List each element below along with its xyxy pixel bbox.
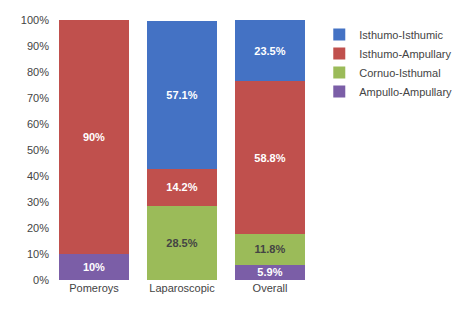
svg-text:10%: 10% [83, 261, 105, 273]
svg-text:Pomeroys: Pomeroys [69, 282, 119, 294]
svg-text:70%: 70% [27, 92, 49, 104]
svg-text:Isthumo-Ampullary: Isthumo-Ampullary [359, 48, 451, 60]
svg-text:57.1%: 57.1% [166, 89, 197, 101]
svg-text:5.9%: 5.9% [257, 266, 282, 278]
svg-text:Isthumo-Isthumic: Isthumo-Isthumic [359, 29, 443, 41]
svg-text:10%: 10% [27, 248, 49, 260]
svg-text:Cornuo-Isthumal: Cornuo-Isthumal [359, 67, 440, 79]
svg-text:80%: 80% [27, 66, 49, 78]
svg-text:58.8%: 58.8% [254, 152, 285, 164]
svg-text:20%: 20% [27, 222, 49, 234]
svg-text:50%: 50% [27, 144, 49, 156]
svg-text:28.5%: 28.5% [166, 237, 197, 249]
svg-text:Ampullo-Ampullary: Ampullo-Ampullary [359, 86, 452, 98]
svg-text:Overall: Overall [253, 282, 288, 294]
svg-text:0%: 0% [33, 274, 49, 286]
svg-text:90%: 90% [27, 40, 49, 52]
svg-text:11.8%: 11.8% [255, 243, 286, 255]
svg-text:60%: 60% [27, 118, 49, 130]
svg-text:100%: 100% [21, 14, 49, 26]
svg-text:90%: 90% [83, 131, 105, 143]
svg-text:23.5%: 23.5% [254, 45, 285, 57]
svg-text:Laparoscopic: Laparoscopic [149, 282, 215, 294]
svg-text:40%: 40% [27, 170, 49, 182]
svg-text:30%: 30% [27, 196, 49, 208]
svg-text:14.2%: 14.2% [166, 181, 197, 193]
